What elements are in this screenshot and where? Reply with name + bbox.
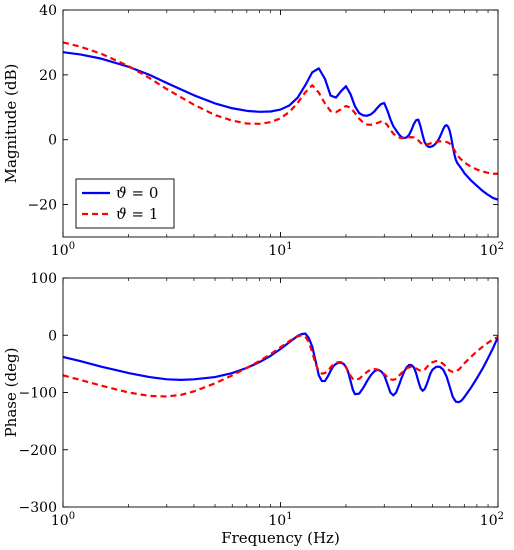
phase-plot-frame [62, 277, 499, 508]
phase-y-axis-label: Phase (deg) [2, 348, 20, 438]
magnitude-series-line-theta1 [63, 41, 498, 175]
phase-series-line-theta0 [63, 332, 498, 404]
magnitude-series-line-theta0 [63, 51, 498, 201]
legend-label-theta0: ϑ = 0 [116, 184, 158, 202]
phase-panel: 100 101 102 100 0 −100 −200 −300 Phase (deg) Freq… [2, 271, 504, 547]
magnitude-x-tick-label: 102 [480, 241, 504, 259]
magnitude-legend: ϑ = 0 ϑ = 1 [75, 178, 175, 229]
phase-y-tick-label: 100 [30, 271, 57, 287]
magnitude-series-group [63, 41, 498, 201]
magnitude-y-tick-label: 0 [48, 133, 57, 149]
magnitude-legend-box [75, 178, 175, 229]
phase-y-tick-label: 0 [48, 328, 57, 344]
phase-series-line-theta1 [63, 334, 498, 398]
phase-y-tick-label: −100 [19, 386, 57, 402]
phase-x-tick-label: 102 [480, 511, 504, 529]
legend-label-theta1: ϑ = 1 [116, 205, 158, 223]
phase-x-axis-label: Frequency (Hz) [221, 529, 340, 547]
magnitude-y-tick-label: 20 [39, 68, 57, 84]
phase-x-tick-label: 101 [268, 511, 292, 529]
phase-y-tick-label: −200 [19, 443, 57, 459]
magnitude-y-axis-label: Magnitude (dB) [2, 64, 20, 184]
phase-series-group [63, 332, 498, 404]
phase-x-tick-label: 100 [51, 511, 75, 529]
magnitude-y-tick-label: 40 [39, 3, 57, 19]
phase-y-tick-label: −300 [19, 500, 57, 516]
magnitude-x-tick-label: 101 [268, 241, 292, 259]
magnitude-y-tick-label: −20 [27, 198, 57, 214]
magnitude-x-tick-label: 100 [51, 241, 75, 259]
